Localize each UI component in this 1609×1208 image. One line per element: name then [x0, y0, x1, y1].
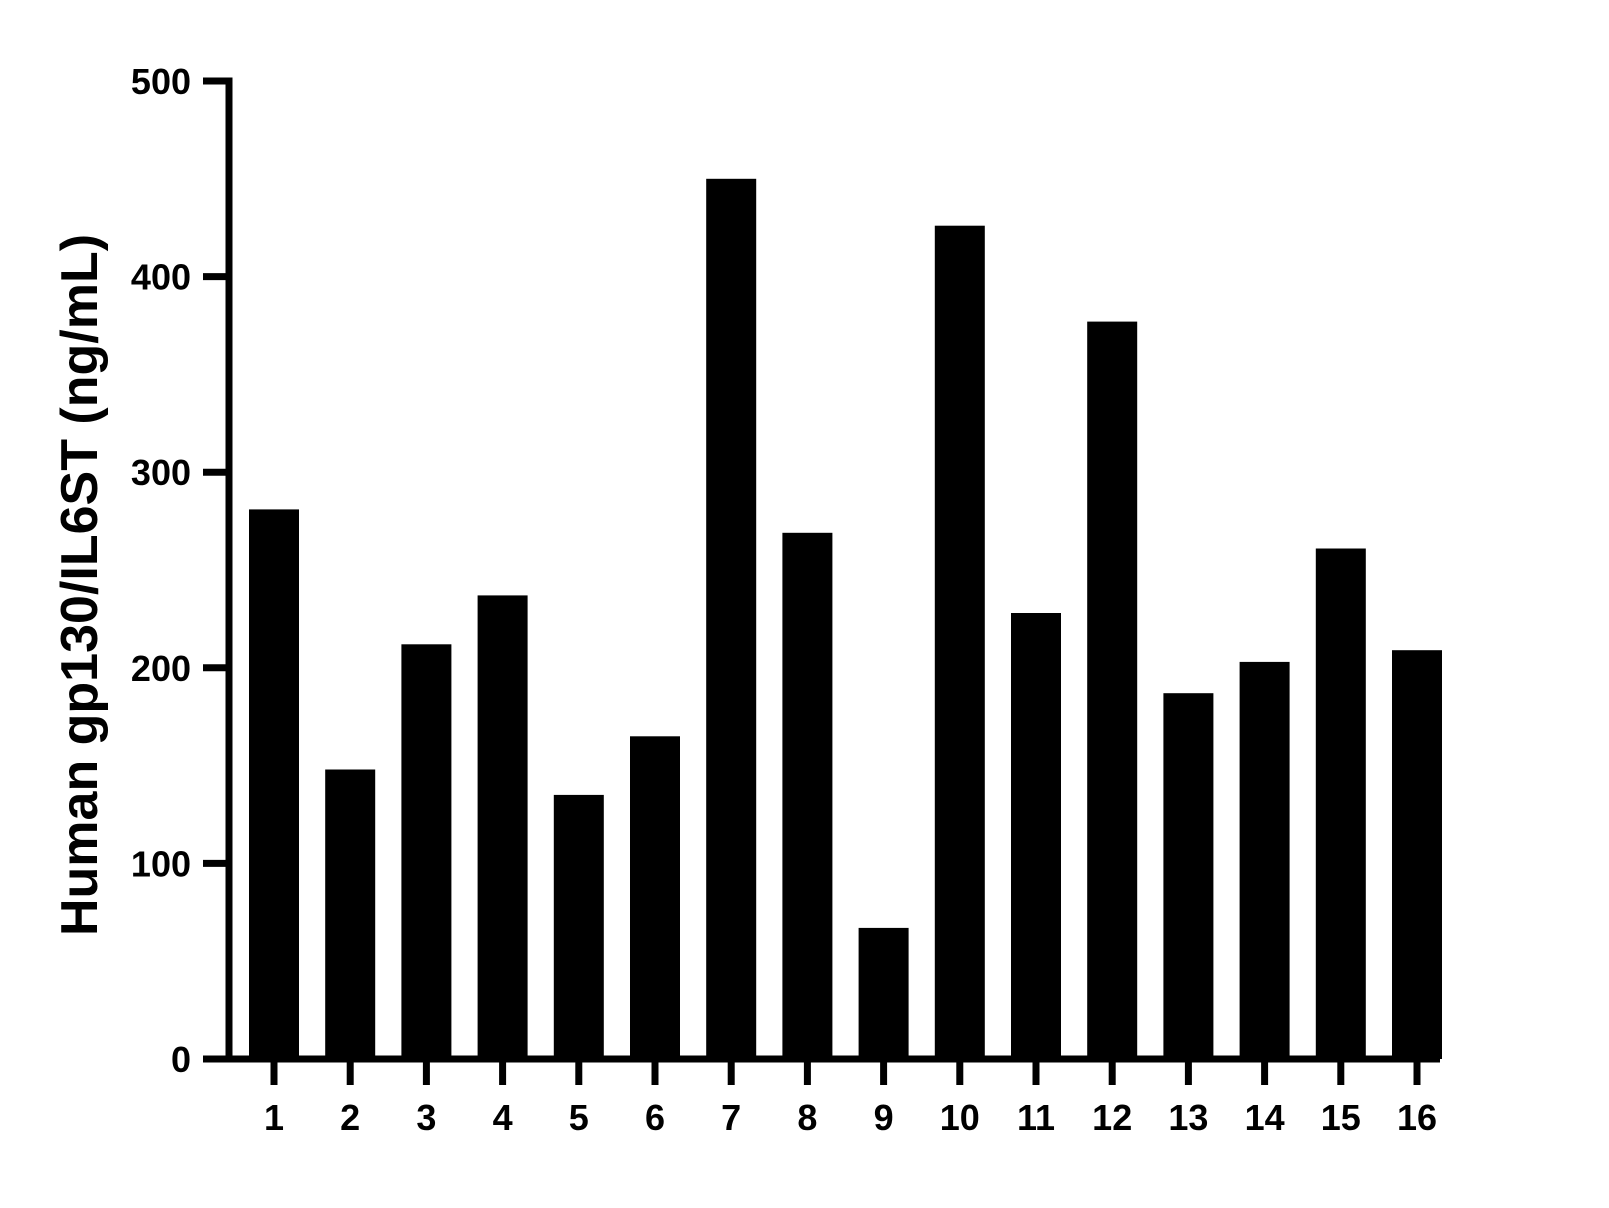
bar-7	[706, 178, 757, 1060]
x-tick-label-14: 14	[1245, 1097, 1285, 1138]
bar-11	[1011, 613, 1061, 1059]
y-tick-label-300: 300	[131, 452, 191, 493]
x-tick-label-13: 13	[1168, 1097, 1208, 1138]
bar-10	[934, 225, 985, 1059]
x-tick-label-6: 6	[645, 1097, 665, 1138]
bar-5	[553, 794, 604, 1059]
x-tick-label-7: 7	[721, 1097, 741, 1138]
bars-group	[249, 178, 1442, 1060]
y-tick-label-0: 0	[171, 1039, 191, 1080]
x-axis: 1 2 3 4 5 6 7 8 9 10 11 12 13 14 15 16	[225, 1055, 1440, 1138]
x-tick-label-11: 11	[1017, 1097, 1055, 1138]
x-tick-label-8: 8	[797, 1097, 817, 1138]
y-tick-label-200: 200	[131, 648, 191, 689]
x-tick-label-5: 5	[569, 1097, 589, 1138]
bar-6	[630, 736, 680, 1059]
y-axis-title: Human gp130/IL6ST (ng/mL)	[51, 234, 109, 936]
y-tick-label-400: 400	[131, 257, 191, 298]
x-tick-label-16: 16	[1397, 1097, 1437, 1138]
bar-2	[325, 769, 376, 1059]
x-tick-label-3: 3	[416, 1097, 436, 1138]
x-tick-label-10: 10	[940, 1097, 980, 1138]
x-tick-label-1: 1	[264, 1097, 284, 1138]
y-tick-label-500: 500	[131, 61, 191, 102]
x-tick-label-15: 15	[1321, 1097, 1361, 1138]
x-tick-label-9: 9	[874, 1097, 894, 1138]
bar-1	[249, 509, 299, 1059]
bar-9	[858, 927, 909, 1059]
x-tick-label-2: 2	[340, 1097, 360, 1138]
bar-14	[1239, 661, 1290, 1059]
y-tick-label-100: 100	[131, 843, 191, 884]
x-tick-label-12: 12	[1092, 1097, 1132, 1138]
bar-8	[782, 532, 833, 1059]
bar-13	[1163, 693, 1214, 1059]
bar-12	[1087, 321, 1138, 1060]
bar-4	[477, 595, 528, 1059]
bar-15	[1315, 548, 1366, 1059]
bar-16	[1392, 650, 1442, 1059]
bar-3	[401, 644, 452, 1059]
y-axis: 0 100 200 300 400 500	[131, 61, 233, 1080]
x-tick-label-4: 4	[493, 1097, 513, 1138]
